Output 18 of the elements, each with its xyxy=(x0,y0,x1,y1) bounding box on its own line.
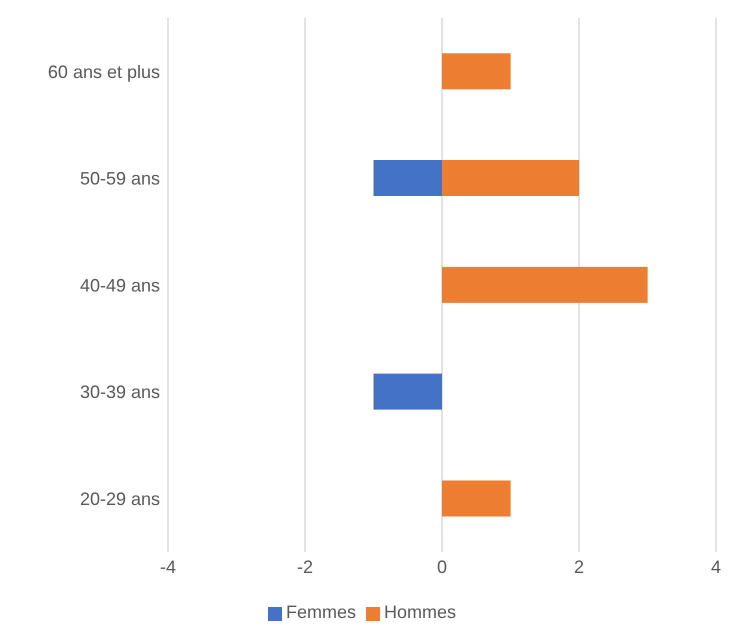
y-tick-label: 60 ans et plus xyxy=(48,62,160,82)
x-tick-label: -2 xyxy=(296,556,314,577)
y-tick-label: 20-29 ans xyxy=(80,488,160,509)
x-tick-label: 2 xyxy=(574,556,584,577)
legend-label: Femmes xyxy=(286,602,356,622)
bar xyxy=(374,374,442,410)
bar xyxy=(374,160,442,196)
legend-label: Hommes xyxy=(384,602,456,622)
bar xyxy=(442,480,510,516)
y-tick-label: 50-59 ans xyxy=(80,168,160,189)
x-tick-label: 0 xyxy=(436,556,448,577)
bar xyxy=(442,53,510,90)
x-tick-label: 4 xyxy=(710,556,722,577)
y-tick-label: 30-39 ans xyxy=(80,382,160,402)
y-tick-label: 40-49 ans xyxy=(80,275,160,296)
bar xyxy=(442,160,579,196)
x-tick-label: -4 xyxy=(160,556,176,577)
bar xyxy=(442,266,648,303)
